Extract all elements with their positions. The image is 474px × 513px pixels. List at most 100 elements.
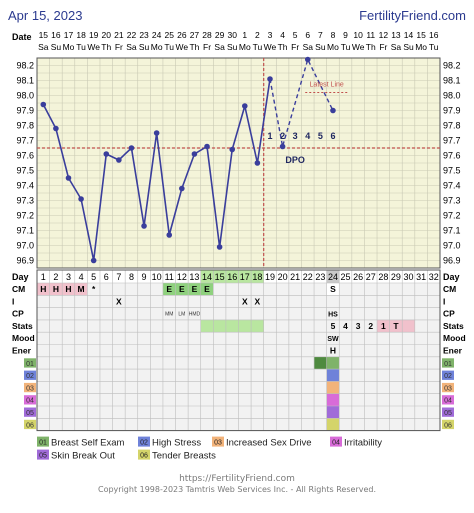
y-tick-label-right: 97.3	[443, 196, 461, 206]
date-label: 15	[39, 30, 49, 40]
day-number: 25	[341, 272, 351, 282]
temperature-point	[216, 244, 223, 250]
symptom-code-left: 05	[26, 410, 34, 417]
lower-border	[36, 269, 441, 432]
day-number: 8	[129, 272, 134, 282]
row-label-left: CM	[12, 284, 25, 294]
y-tick-label-right: 98.1	[443, 76, 461, 86]
chart-date: Apr 15, 2023	[8, 8, 83, 23]
weekday-label: Mo	[63, 42, 75, 52]
symptom-cell-05	[326, 406, 340, 419]
temperature-point	[179, 185, 185, 192]
legend-label: Skin Break Out	[51, 451, 115, 462]
row-label-left: CP	[12, 309, 24, 319]
weekday-label: Fr	[291, 42, 299, 52]
footer-url[interactable]: https://FertilityFriend.com	[179, 474, 295, 484]
weekday-label: Tu	[164, 42, 174, 52]
y-tick-label-right: 98.2	[443, 61, 461, 71]
cm-value: H	[65, 284, 71, 294]
weekday-label: Su	[403, 42, 414, 52]
day-number: 9	[142, 272, 147, 282]
legend-code: 05	[39, 453, 47, 460]
temperature-point	[128, 145, 135, 151]
y-tick-label-left: 97.4	[16, 181, 34, 191]
date-row-label: Date	[12, 32, 32, 42]
i-value: X	[116, 296, 122, 306]
date-label: 14	[404, 30, 414, 40]
temperature-point	[78, 196, 84, 202]
symptom-cell-02	[326, 369, 340, 382]
legend-swatch-04	[330, 436, 342, 447]
y-tick-label-right: 96.9	[443, 256, 461, 266]
temperature-point	[103, 151, 110, 157]
weekday-label: Th	[189, 42, 199, 52]
date-label: 25	[165, 30, 175, 40]
legend-label: Breast Self Exam	[51, 438, 124, 449]
date-label: 13	[391, 30, 401, 40]
date-label: 12	[379, 30, 389, 40]
symptom-code-right: 01	[444, 361, 452, 368]
temperature-point	[304, 56, 311, 63]
date-label: 10	[353, 30, 363, 40]
dpo-number: 3	[293, 131, 298, 141]
row-label-right: CP	[443, 309, 455, 319]
y-tick-label-right: 97.1	[443, 226, 461, 236]
symptom-code-right: 06	[444, 422, 452, 429]
weekday-label: Tu	[341, 42, 351, 52]
date-label: 17	[64, 30, 74, 40]
y-tick-label-left: 97.6	[16, 151, 34, 161]
date-label: 29	[215, 30, 225, 40]
y-tick-label-left: 98.1	[16, 76, 34, 86]
weekday-label: Sa	[214, 42, 225, 52]
symptom-code-left: 03	[26, 385, 34, 392]
weekday-label: We	[264, 42, 277, 52]
temperature-point	[65, 175, 72, 181]
y-tick-label-left: 97.9	[16, 106, 34, 116]
stats-value: 1	[381, 321, 386, 331]
temperature-point	[204, 143, 210, 150]
dpo-number: 4	[305, 131, 310, 141]
y-tick-label-right: 97.4	[443, 181, 461, 191]
date-label: 21	[114, 30, 124, 40]
date-label: 16	[429, 30, 439, 40]
y-tick-label-left: 97.0	[16, 241, 34, 251]
cm-value: E	[192, 284, 198, 294]
temperature-point	[141, 223, 147, 229]
temperature-point	[90, 257, 97, 264]
i-value: X	[255, 296, 261, 306]
stats-value: 3	[356, 321, 361, 331]
day-number: 23	[315, 272, 325, 282]
weekday-label: Mo	[327, 42, 339, 52]
symptom-code-box-left	[24, 419, 36, 430]
y-tick-label-right: 97.2	[443, 211, 461, 221]
y-tick-label-left: 97.7	[16, 136, 34, 146]
y-tick-label-left: 97.3	[16, 196, 34, 206]
y-tick-label-right: 97.0	[443, 241, 461, 251]
row-label-right: CM	[443, 284, 456, 294]
legend-swatch-03	[212, 436, 224, 447]
legend-code: 04	[332, 440, 340, 447]
cp-value: HS	[328, 312, 338, 319]
weekday-label: Su	[139, 42, 150, 52]
stats-value: 2	[368, 321, 373, 331]
weekday-label: Sa	[303, 42, 314, 52]
y-tick-label-right: 97.7	[443, 136, 461, 146]
date-label: 8	[331, 30, 336, 40]
cm-cell	[326, 283, 340, 296]
cm-cell	[62, 283, 75, 296]
y-tick-label-left: 97.2	[16, 211, 34, 221]
day-number: 27	[366, 272, 376, 282]
footer-copyright: Copyright 1998-2023 Tamtris Web Services…	[97, 485, 377, 494]
temperature-point	[241, 103, 248, 109]
date-label: 3	[268, 30, 273, 40]
date-label: 27	[190, 30, 200, 40]
site-name[interactable]: FertilityFriend.com	[359, 8, 466, 23]
weekday-label: We	[87, 42, 100, 52]
day-number: 14	[202, 272, 212, 282]
weekday-label: We	[352, 42, 365, 52]
date-label: 1	[242, 30, 247, 40]
day-number: 24	[328, 272, 338, 282]
day-number: 12	[177, 272, 187, 282]
temperature-point	[153, 130, 160, 136]
day-number: 22	[303, 272, 313, 282]
